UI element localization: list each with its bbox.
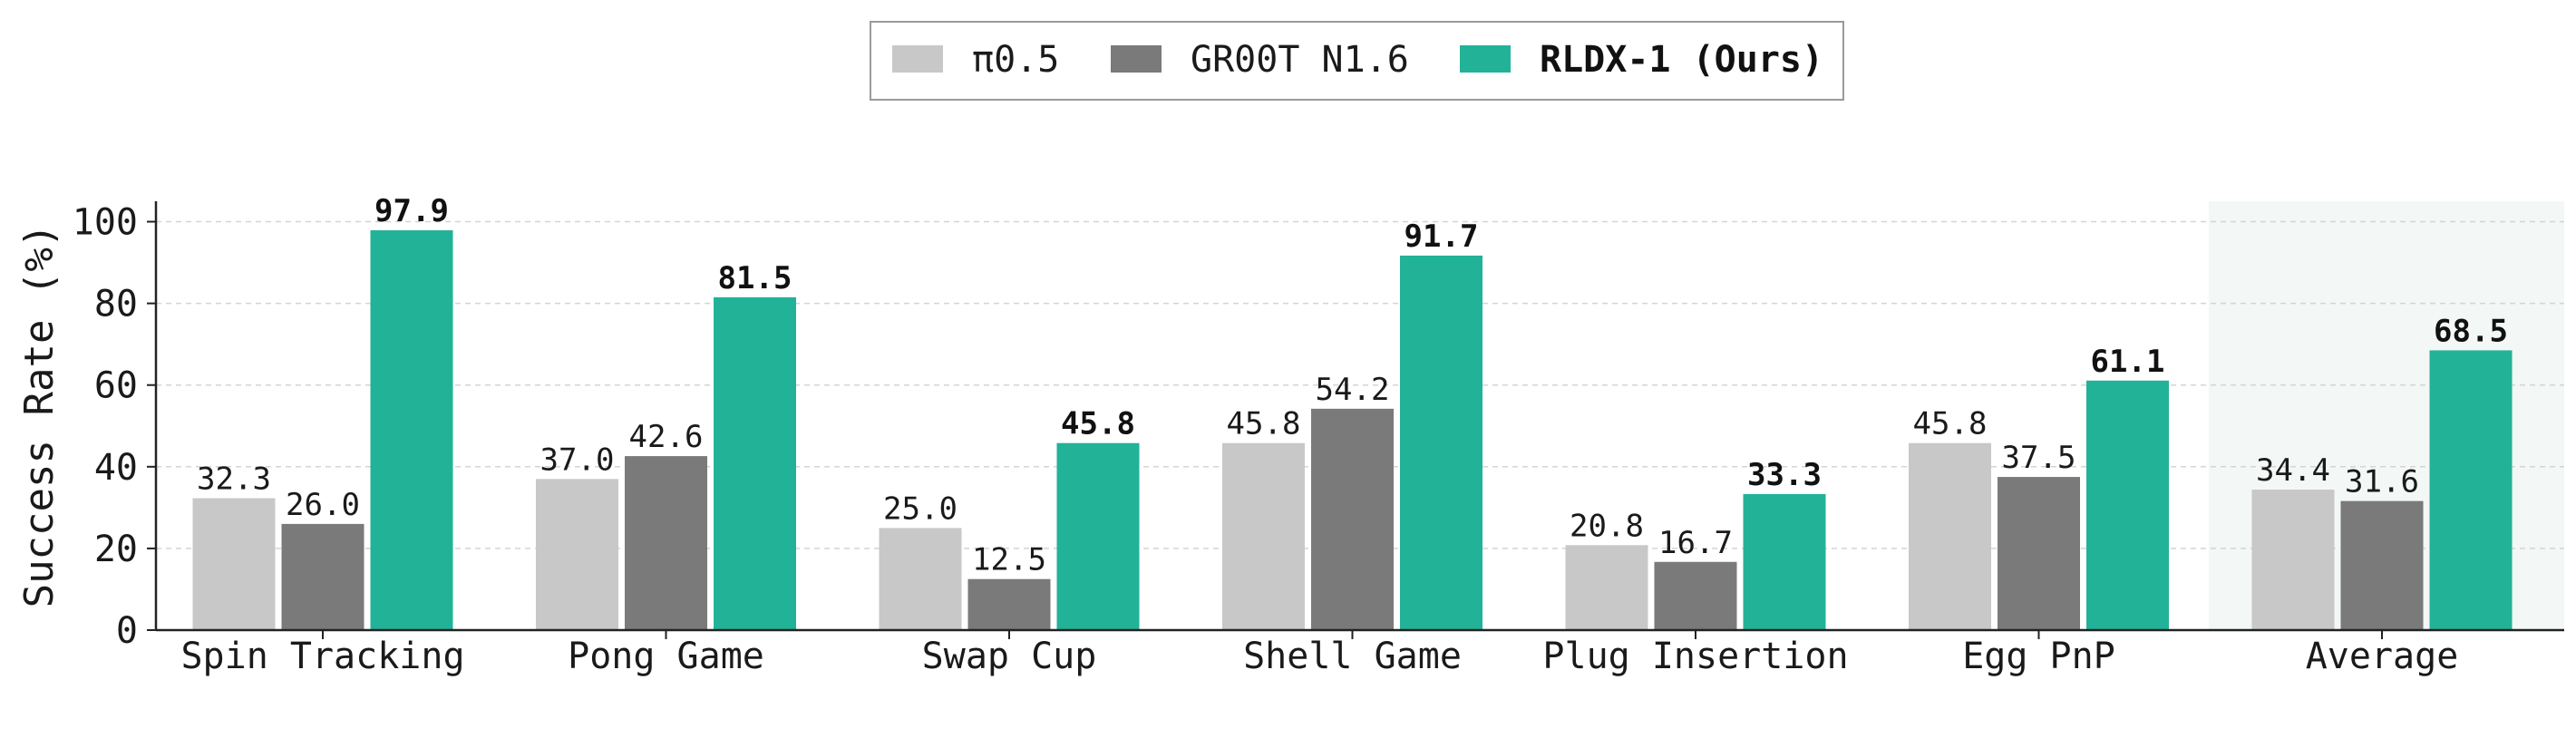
bar-groot [2340, 500, 2424, 630]
bar-value-label: 33.3 [1747, 457, 1822, 493]
legend-swatch [892, 45, 943, 73]
bar-value-label: 81.5 [718, 260, 792, 296]
bar-groot [1998, 477, 2080, 630]
bar-value-label: 97.9 [374, 193, 449, 229]
bar-value-label: 32.3 [197, 461, 271, 497]
bar-rldx1 [1400, 255, 1482, 630]
bar-groot [1654, 561, 1737, 630]
bar-value-label: 42.6 [629, 419, 704, 455]
bar-groot [625, 456, 707, 630]
bar-value-label: 45.8 [1227, 406, 1301, 442]
bar-value-label: 91.7 [1405, 218, 1479, 255]
x-tick-label: Pong Game [568, 636, 764, 677]
bar-value-label: 31.6 [2345, 464, 2419, 500]
bar-pi05 [879, 528, 962, 630]
x-tick-label: Swap Cup [922, 636, 1097, 677]
bar-value-label: 45.8 [1913, 406, 1988, 442]
bar-value-label: 34.4 [2256, 452, 2330, 489]
bar-value-label: 25.0 [883, 490, 957, 527]
bar-rldx1 [1056, 442, 1140, 630]
bar-rldx1 [2086, 380, 2169, 630]
y-tick-label: 60 [94, 365, 138, 407]
y-tick-label: 40 [94, 447, 138, 489]
x-tick-label: Egg PnP [1962, 636, 2115, 677]
legend-label: GR00T N1.6 [1191, 39, 1409, 81]
bar-rldx1 [714, 296, 796, 630]
bar-rldx1 [1743, 493, 1826, 630]
y-tick-label: 0 [116, 610, 138, 652]
bar-value-label: 54.2 [1316, 372, 1390, 408]
bar-value-label: 45.8 [1061, 406, 1135, 442]
bar-pi05 [1565, 545, 1648, 630]
y-tick-label: 100 [73, 202, 138, 244]
bar-groot [967, 578, 1051, 630]
bar-pi05 [1222, 442, 1305, 630]
bar-value-label: 20.8 [1570, 508, 1644, 544]
y-axis-title: Success Rate (%) [16, 224, 63, 608]
bar-pi05 [536, 479, 618, 630]
legend-box [870, 21, 1844, 101]
bar-rldx1 [370, 229, 453, 630]
bar-value-label: 26.0 [286, 487, 360, 523]
bar-value-label: 61.1 [2091, 344, 2165, 380]
bar-groot [281, 523, 365, 630]
bar-rldx1 [2429, 350, 2513, 630]
bar-value-label: 12.5 [972, 542, 1046, 578]
legend-swatch [1111, 45, 1162, 73]
bar-value-label: 37.0 [540, 442, 615, 478]
bar-value-label: 68.5 [2434, 313, 2508, 349]
x-tick-label: Spin Tracking [180, 636, 464, 677]
bar-groot [1311, 408, 1394, 630]
legend-label: π0.5 [972, 39, 1059, 81]
x-tick-label: Plug Insertion [1542, 636, 1848, 677]
legend-swatch [1460, 45, 1511, 73]
y-tick-label: 20 [94, 529, 138, 570]
legend-label: RLDX-1 (Ours) [1540, 39, 1823, 81]
x-tick-label: Shell Game [1243, 636, 1462, 677]
bar-value-label: 16.7 [1658, 525, 1733, 561]
bar-value-label: 37.5 [2002, 440, 2076, 476]
bar-pi05 [192, 498, 276, 630]
y-tick-label: 80 [94, 284, 138, 325]
bar-pi05 [2251, 490, 2335, 630]
bar-pi05 [1909, 442, 1991, 630]
x-tick-label: Average [2306, 636, 2459, 677]
